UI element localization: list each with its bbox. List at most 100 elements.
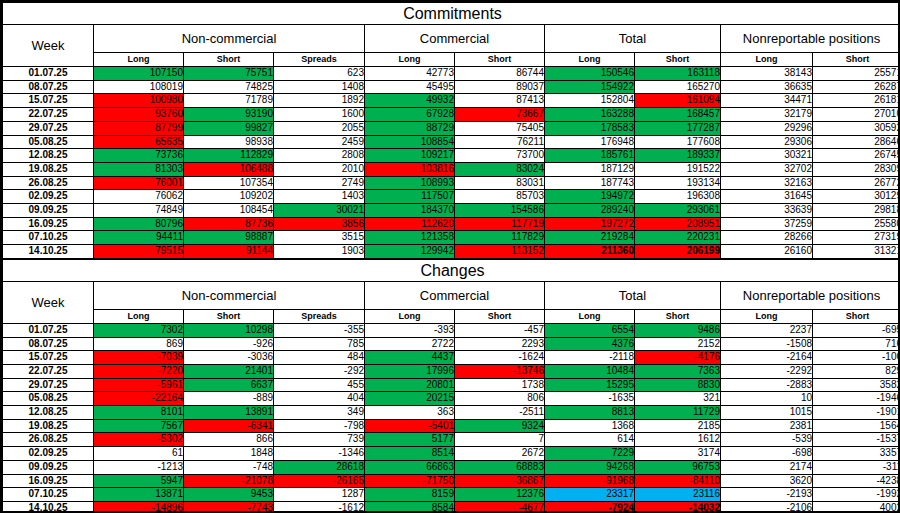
value-cell: 176948 xyxy=(545,135,635,149)
subheader-short: Short xyxy=(635,309,721,323)
value-cell: -2292 xyxy=(721,364,813,378)
value-cell: 13891 xyxy=(184,406,274,420)
value-cell: 1612 xyxy=(635,433,721,447)
value-cell: 1600 xyxy=(274,108,365,122)
value-cell: 25571 xyxy=(813,67,900,81)
value-cell: -292 xyxy=(274,364,365,378)
commitments-table: CommitmentsWeekNon-commercialCommercialT… xyxy=(2,2,900,259)
value-cell: 75405 xyxy=(455,121,545,135)
value-cell: 38143 xyxy=(721,67,813,81)
value-cell: 168457 xyxy=(635,108,721,122)
value-cell: 196308 xyxy=(635,190,721,204)
value-cell: 3515 xyxy=(274,231,365,245)
value-cell: -22164 xyxy=(94,392,184,406)
value-cell: 9453 xyxy=(184,488,274,502)
value-cell: 87799 xyxy=(94,121,184,135)
value-cell: 189337 xyxy=(635,149,721,163)
value-cell: -311 xyxy=(813,460,900,474)
value-cell: 6554 xyxy=(545,323,635,337)
value-cell: 12376 xyxy=(455,488,545,502)
value-cell: 27319 xyxy=(813,231,900,245)
value-cell: -4677 xyxy=(455,501,545,513)
value-cell: 36635 xyxy=(721,80,813,94)
value-cell: 83024 xyxy=(455,162,545,176)
value-cell: 363 xyxy=(365,406,455,420)
value-cell: 113152 xyxy=(455,245,545,259)
value-cell: 28646 xyxy=(813,135,900,149)
value-cell: 15295 xyxy=(545,378,635,392)
value-cell: 2152 xyxy=(635,337,721,351)
week-cell: 09.09.25 xyxy=(3,460,94,474)
value-cell: 79515 xyxy=(94,245,184,259)
value-cell: 5177 xyxy=(365,433,455,447)
value-cell: 3856 xyxy=(274,217,365,231)
value-cell: 1564 xyxy=(813,419,900,433)
table-row: 19.08.2581303106488201010381683024187129… xyxy=(3,162,900,176)
table-row: 26.08.2576001107354274910899383031187743… xyxy=(3,176,900,190)
value-cell: 30321 xyxy=(721,149,813,163)
subheader-short: Short xyxy=(184,53,274,67)
value-cell: 20801 xyxy=(365,378,455,392)
table-row: 01.07.2510715075751623427738674415054616… xyxy=(3,67,900,81)
week-cell: 15.07.25 xyxy=(3,94,94,108)
subheader-long: Long xyxy=(365,309,455,323)
value-cell: -7039 xyxy=(94,351,184,365)
week-column-header: Week xyxy=(3,25,94,67)
week-column-header: Week xyxy=(3,281,94,323)
value-cell: -5961 xyxy=(94,378,184,392)
value-cell: 154922 xyxy=(545,80,635,94)
table-row: 07.10.2513871945312878159123762331723116… xyxy=(3,488,900,502)
value-cell: -5401 xyxy=(365,419,455,433)
value-cell: 21401 xyxy=(184,364,274,378)
subheader-long: Long xyxy=(94,309,184,323)
group-header-commercial: Commercial xyxy=(365,25,545,53)
value-cell: -1946 xyxy=(813,392,900,406)
value-cell: 75751 xyxy=(184,67,274,81)
week-cell: 19.08.25 xyxy=(3,162,94,176)
value-cell: 211360 xyxy=(545,245,635,259)
value-cell: -695 xyxy=(813,323,900,337)
value-cell: -91968 xyxy=(545,474,635,488)
value-cell: 3620 xyxy=(721,474,813,488)
value-cell: 163288 xyxy=(545,108,635,122)
subheader-short: Short xyxy=(813,309,900,323)
value-cell: 4376 xyxy=(545,337,635,351)
value-cell: 108993 xyxy=(365,176,455,190)
value-cell: 28618 xyxy=(274,460,365,474)
subheader-short: Short xyxy=(813,53,900,67)
value-cell: -4176 xyxy=(635,351,721,365)
table-row: 22.07.2593760931901600679287366716328816… xyxy=(3,108,900,122)
value-cell: 208951 xyxy=(635,217,721,231)
week-cell: 08.07.25 xyxy=(3,337,94,351)
value-cell: 13871 xyxy=(94,488,184,502)
week-cell: 02.09.25 xyxy=(3,447,94,461)
value-cell: 8514 xyxy=(365,447,455,461)
value-cell: 73667 xyxy=(455,108,545,122)
value-cell: 7 xyxy=(455,433,545,447)
value-cell: 106488 xyxy=(184,162,274,176)
value-cell: 187743 xyxy=(545,176,635,190)
value-cell: 26772 xyxy=(813,176,900,190)
value-cell: 121358 xyxy=(365,231,455,245)
value-cell: 184370 xyxy=(365,204,455,218)
value-cell: 5947 xyxy=(94,474,184,488)
value-cell: -1612 xyxy=(274,501,365,513)
value-cell: 112829 xyxy=(184,149,274,163)
table-row: 09.09.25-1213-74828618668636888394268967… xyxy=(3,460,900,474)
value-cell: 2808 xyxy=(274,149,365,163)
week-cell: 19.08.25 xyxy=(3,419,94,433)
group-header-non-commercial: Non-commercial xyxy=(94,281,365,309)
value-cell: 1015 xyxy=(721,406,813,420)
value-cell: 45495 xyxy=(365,80,455,94)
week-cell: 05.08.25 xyxy=(3,135,94,149)
value-cell: 107354 xyxy=(184,176,274,190)
value-cell: 321 xyxy=(635,392,721,406)
value-cell: 87736 xyxy=(184,217,274,231)
value-cell: 37259 xyxy=(721,217,813,231)
value-cell: 866 xyxy=(184,433,274,447)
value-cell: 29818 xyxy=(813,204,900,218)
value-cell: 30021 xyxy=(274,204,365,218)
value-cell: -4238 xyxy=(813,474,900,488)
value-cell: 83031 xyxy=(455,176,545,190)
value-cell: 484 xyxy=(274,351,365,365)
